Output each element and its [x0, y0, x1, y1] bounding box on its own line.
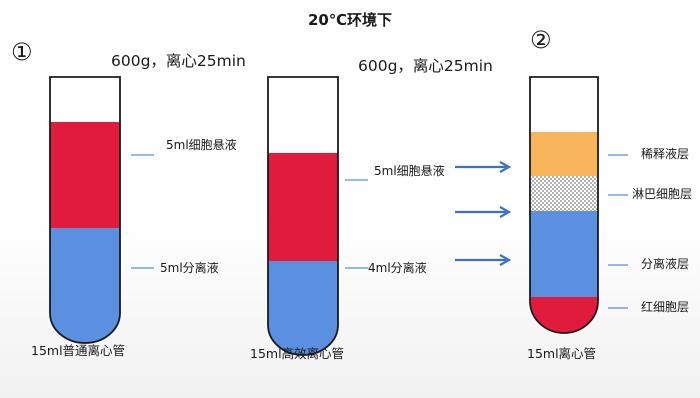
arrow-separation-head	[499, 254, 512, 266]
condition-tube1: 600g，离心25min	[111, 52, 246, 70]
tube1-separation-fluid-layer	[50, 228, 120, 343]
tube1-lower-label: 5ml分离液	[160, 261, 219, 275]
tube2-contents	[268, 77, 338, 355]
tube3-label-diluent: 稀释液层	[641, 147, 690, 161]
arrow-lymphocyte-head	[499, 206, 512, 218]
condition-tube2: 600g，离心25min	[358, 57, 493, 75]
tube2-caption: 15ml高效离心管	[250, 346, 345, 361]
tube1-upper-label: 5ml细胞悬液	[166, 138, 237, 152]
tube3-label-separation: 分离液层	[641, 257, 690, 271]
diagram-title: 20℃环境下	[307, 11, 393, 29]
tube2-upper-label: 5ml细胞悬液	[374, 164, 445, 178]
step-2-marker: ②	[530, 26, 552, 54]
arrow-diluent-head	[499, 161, 512, 173]
tube3-label-lymphocyte: 淋巴细胞层	[632, 187, 693, 201]
result-arrows	[455, 161, 512, 266]
tube3-label-red-cells: 红细胞层	[641, 300, 690, 314]
tube3-lymphocyte-layer	[530, 176, 598, 211]
tube2-lower-label: 4ml分离液	[368, 261, 427, 275]
tube3-diluent-layer	[530, 132, 598, 176]
tube3-empty-space	[530, 77, 598, 132]
tube1-contents	[50, 77, 120, 343]
tube2-empty-space	[268, 77, 338, 153]
tube3-outline	[529, 76, 599, 334]
tube2-cell-suspension-layer	[268, 153, 338, 261]
tube1-cell-suspension-layer	[50, 122, 120, 228]
tube3-separation-layer	[530, 211, 598, 297]
tube1-empty-space	[50, 77, 120, 122]
tube1-caption: 15ml普通离心管	[31, 343, 126, 358]
tube3-red-cell-layer	[530, 297, 598, 333]
step-1-marker: ①	[11, 38, 33, 66]
tube2-outline	[267, 76, 339, 356]
tube3-caption: 15ml离心管	[527, 346, 597, 361]
tube1-outline	[49, 76, 121, 344]
tube2-separation-fluid-layer	[268, 261, 338, 355]
tube3-contents	[530, 77, 598, 333]
